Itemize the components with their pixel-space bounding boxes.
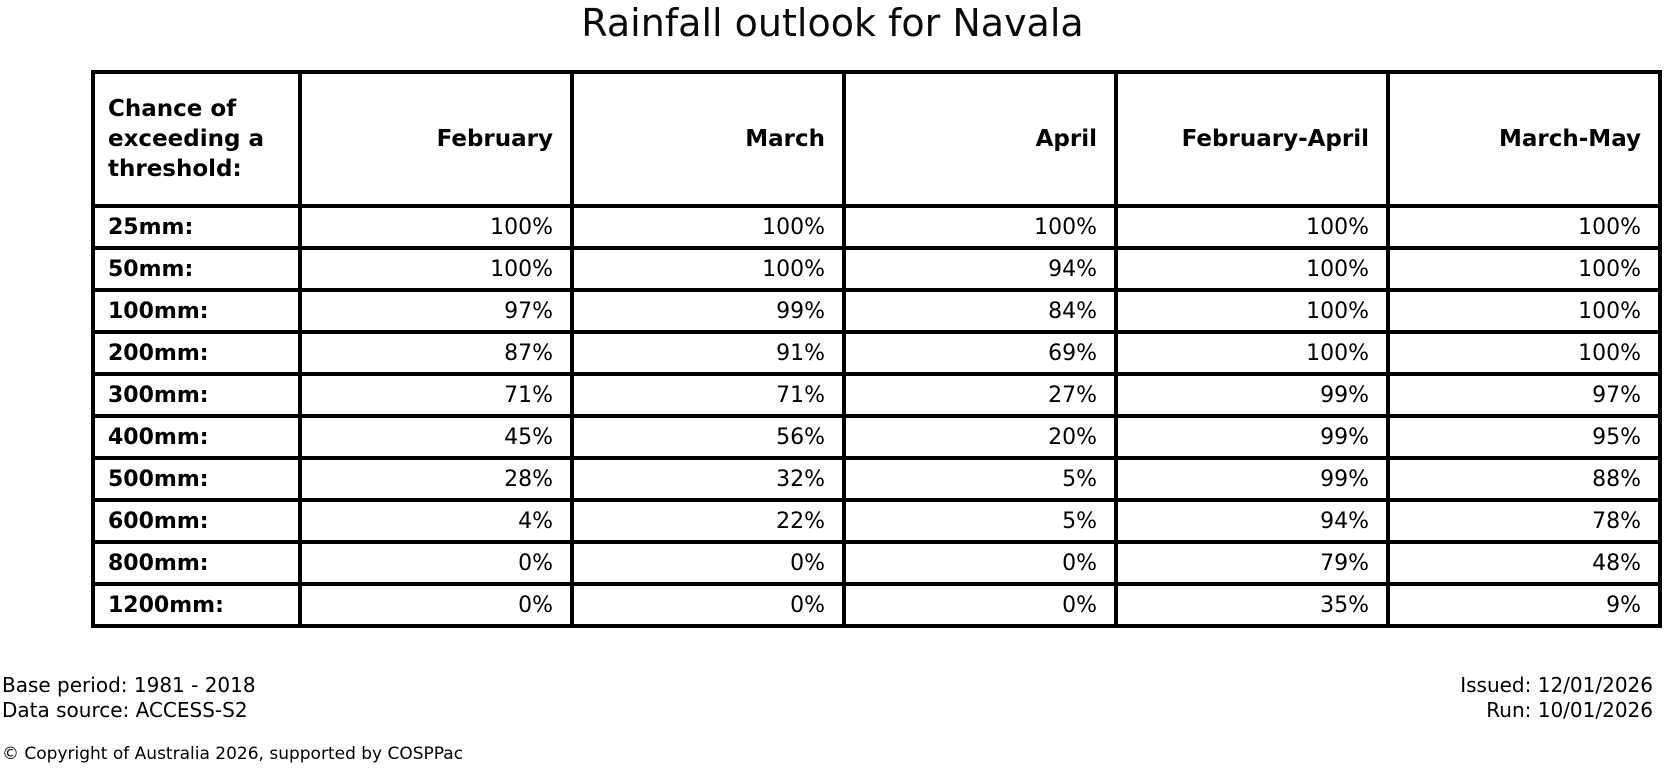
cell-value: 35% <box>1114 582 1390 628</box>
cell-value: 45% <box>298 414 574 460</box>
cell-value: 5% <box>842 498 1118 544</box>
column-header-april: April <box>842 70 1118 208</box>
cell-value: 99% <box>1114 372 1390 418</box>
cell-value: 22% <box>570 498 846 544</box>
cell-value: 0% <box>298 540 574 586</box>
row-label: 800mm: <box>91 540 302 586</box>
cell-value: 78% <box>1386 498 1662 544</box>
cell-value: 0% <box>570 540 846 586</box>
table-row: 50mm: 100% 100% 94% 100% 100% <box>91 246 1662 292</box>
row-label: 500mm: <box>91 456 302 502</box>
cell-value: 100% <box>298 246 574 292</box>
cell-value: 97% <box>298 288 574 334</box>
footer-data-source: Data source: ACCESS-S2 <box>2 698 248 722</box>
cell-value: 32% <box>570 456 846 502</box>
column-header-march-may: March-May <box>1386 70 1662 208</box>
column-header-march: March <box>570 70 846 208</box>
table-row: 25mm: 100% 100% 100% 100% 100% <box>91 204 1662 250</box>
cell-value: 9% <box>1386 582 1662 628</box>
cell-value: 4% <box>298 498 574 544</box>
copyright-notice: © Copyright of Australia 2026, supported… <box>2 744 464 764</box>
table-header-row: Chance of exceeding a threshold: Februar… <box>91 70 1662 208</box>
page-title: Rainfall outlook for Navala <box>581 1 1084 45</box>
cell-value: 94% <box>842 246 1118 292</box>
cell-value: 95% <box>1386 414 1662 460</box>
cell-value: 100% <box>1386 246 1662 292</box>
cell-value: 0% <box>570 582 846 628</box>
cell-value: 0% <box>298 582 574 628</box>
row-label: 100mm: <box>91 288 302 334</box>
cell-value: 100% <box>842 204 1118 250</box>
cell-value: 100% <box>1386 288 1662 334</box>
footer-right-block: Issued: 12/01/2026 Run: 10/01/2026 <box>1460 673 1653 723</box>
cell-value: 100% <box>1386 204 1662 250</box>
footer-issued: Issued: 12/01/2026 <box>1460 673 1653 697</box>
cell-value: 0% <box>842 540 1118 586</box>
cell-value: 0% <box>842 582 1118 628</box>
cell-value: 100% <box>570 246 846 292</box>
table-row: 1200mm: 0% 0% 0% 35% 9% <box>91 582 1662 628</box>
row-label: 600mm: <box>91 498 302 544</box>
cell-value: 27% <box>842 372 1118 418</box>
cell-value: 5% <box>842 456 1118 502</box>
cell-value: 88% <box>1386 456 1662 502</box>
rainfall-outlook-table: Chance of exceeding a threshold: Februar… <box>91 70 1662 628</box>
cell-value: 100% <box>1114 246 1390 292</box>
cell-value: 100% <box>1114 330 1390 376</box>
column-header-february: February <box>298 70 574 208</box>
table-row: 600mm: 4% 22% 5% 94% 78% <box>91 498 1662 544</box>
table-row: 300mm: 71% 71% 27% 99% 97% <box>91 372 1662 418</box>
row-label: 400mm: <box>91 414 302 460</box>
footer-run: Run: 10/01/2026 <box>1486 698 1653 722</box>
cell-value: 71% <box>298 372 574 418</box>
row-label: 300mm: <box>91 372 302 418</box>
cell-value: 56% <box>570 414 846 460</box>
footer-base-period: Base period: 1981 - 2018 <box>2 673 256 697</box>
table-row: 200mm: 87% 91% 69% 100% 100% <box>91 330 1662 376</box>
cell-value: 97% <box>1386 372 1662 418</box>
table-row: 500mm: 28% 32% 5% 99% 88% <box>91 456 1662 502</box>
cell-value: 94% <box>1114 498 1390 544</box>
cell-value: 48% <box>1386 540 1662 586</box>
cell-value: 28% <box>298 456 574 502</box>
row-label: 50mm: <box>91 246 302 292</box>
cell-value: 99% <box>1114 456 1390 502</box>
cell-value: 100% <box>570 204 846 250</box>
row-label: 25mm: <box>91 204 302 250</box>
cell-value: 100% <box>298 204 574 250</box>
cell-value: 99% <box>570 288 846 334</box>
cell-value: 69% <box>842 330 1118 376</box>
cell-value: 91% <box>570 330 846 376</box>
table-row: 100mm: 97% 99% 84% 100% 100% <box>91 288 1662 334</box>
column-header-february-april: February-April <box>1114 70 1390 208</box>
row-label: 200mm: <box>91 330 302 376</box>
footer-left-block: Base period: 1981 - 2018 Data source: AC… <box>2 673 256 723</box>
cell-value: 100% <box>1114 288 1390 334</box>
cell-value: 99% <box>1114 414 1390 460</box>
cell-value: 79% <box>1114 540 1390 586</box>
cell-value: 100% <box>1114 204 1390 250</box>
row-label: 1200mm: <box>91 582 302 628</box>
cell-value: 87% <box>298 330 574 376</box>
cell-value: 71% <box>570 372 846 418</box>
cell-value: 100% <box>1386 330 1662 376</box>
cell-value: 20% <box>842 414 1118 460</box>
table-corner-header: Chance of exceeding a threshold: <box>91 70 302 208</box>
table-row: 400mm: 45% 56% 20% 99% 95% <box>91 414 1662 460</box>
cell-value: 84% <box>842 288 1118 334</box>
table-row: 800mm: 0% 0% 0% 79% 48% <box>91 540 1662 586</box>
